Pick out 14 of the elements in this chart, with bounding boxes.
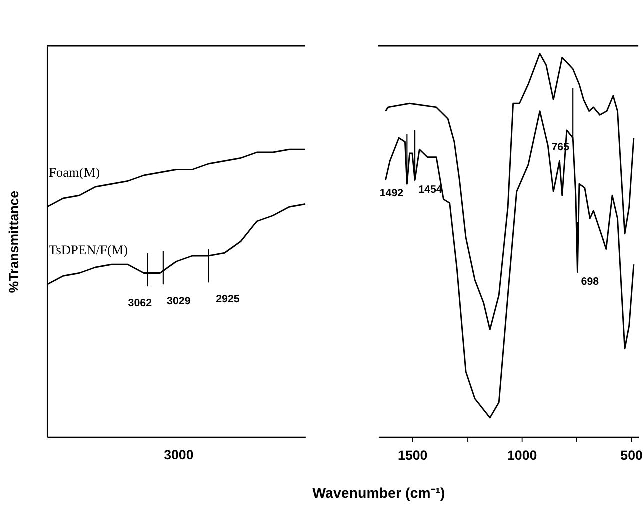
series-label: TsDPEN/F(M): [48, 242, 128, 258]
annotation: 698: [581, 276, 600, 288]
x-tick-label: 500: [620, 448, 643, 463]
x-axis-title: Wavenumber (cm⁻¹): [312, 486, 446, 502]
text: 3000: [164, 447, 194, 462]
y-axis-title: %Transmittance: [6, 190, 22, 294]
annotation: 1454: [418, 184, 442, 196]
annotation: 2925: [216, 293, 240, 306]
annotation: 3062: [128, 297, 152, 310]
series-label: Foam(M): [48, 165, 100, 180]
x-tick-label: 1500: [398, 448, 428, 463]
x-tick-label: 1000: [507, 448, 538, 463]
annotation: 3029: [167, 295, 191, 308]
annotation: 1492: [380, 188, 404, 200]
